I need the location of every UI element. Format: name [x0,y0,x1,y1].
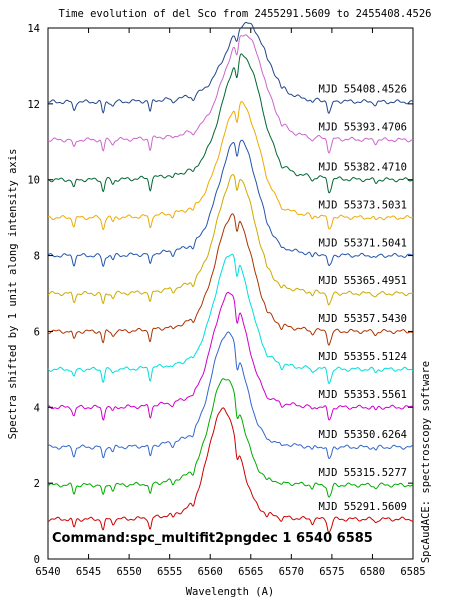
y-tick-label: 2 [34,478,40,490]
spectrum-line-4 [47,291,414,421]
series-label-7: MJD 55365.4951 [318,275,407,287]
spectrum-line-8 [47,139,414,268]
y-tick-label: 14 [27,23,40,35]
x-tick-label: 6565 [238,566,263,578]
spectrum-line-2 [47,378,414,498]
x-tick-label: 6570 [279,566,304,578]
x-tick-label: 6550 [116,566,141,578]
spectrum-line-11 [47,34,414,154]
series-label-8: MJD 55371.5041 [318,237,407,249]
x-tick-label: 6585 [400,566,425,578]
axis-ticks: 6540 6545 6550 6555 6560 6565 6570 6575 6580 6585… [27,23,425,578]
x-tick-label: 6540 [35,566,60,578]
spectrum-line-12 [47,22,414,114]
series-label-12: MJD 55408.4526 [318,84,407,96]
x-tick-label: 6560 [198,566,223,578]
spectrum-line-7 [47,174,414,306]
spectrum-line-1 [48,407,414,534]
y-tick-label: 10 [27,175,40,187]
y-tick-label: 12 [27,99,40,111]
y-tick-label: 6 [34,326,40,338]
chart-title: Time evolution of del Sco from 2455291.5… [59,8,432,20]
spectrum-line-6 [47,213,413,346]
x-tick-label: 6580 [360,566,385,578]
series-label-1: MJD 55291.5609 [318,501,407,513]
series-labels: MJD 55291.5609 MJD 55315.5277 MJD 55350.62… [318,84,407,513]
x-tick-label: 6545 [76,566,101,578]
series-label-11: MJD 55393.4706 [318,122,407,134]
spectrum-line-3 [47,331,414,460]
y-axis-label: Spectra shifted by 1 unit along intensit… [7,149,19,440]
series-label-2: MJD 55315.5277 [318,467,407,479]
series-label-6: MJD 55357.5430 [318,313,407,325]
software-label: SpcAudACE: spectroscopy software [420,361,432,563]
x-tick-label: 6555 [157,566,182,578]
series-label-4: MJD 55353.5561 [318,389,407,401]
series-label-3: MJD 55350.6264 [318,429,407,441]
y-tick-label: 0 [34,554,40,566]
y-tick-label: 8 [34,251,40,263]
x-axis-label: Wavelength (A) [186,586,275,598]
series-label-10: MJD 55382.4710 [318,161,407,173]
spectrum-line-10 [47,53,413,194]
spectrum-line-5 [47,253,414,385]
x-tick-label: 6575 [319,566,344,578]
series-label-5: MJD 55355.5124 [318,351,407,363]
spectrum-line-9 [47,101,413,231]
spectra-lines [47,22,414,534]
command-annotation: Command:spc_multifit2pngdec 1 6540 6585 [52,531,373,546]
y-tick-label: 4 [34,402,40,414]
series-label-9: MJD 55373.5031 [318,199,407,211]
